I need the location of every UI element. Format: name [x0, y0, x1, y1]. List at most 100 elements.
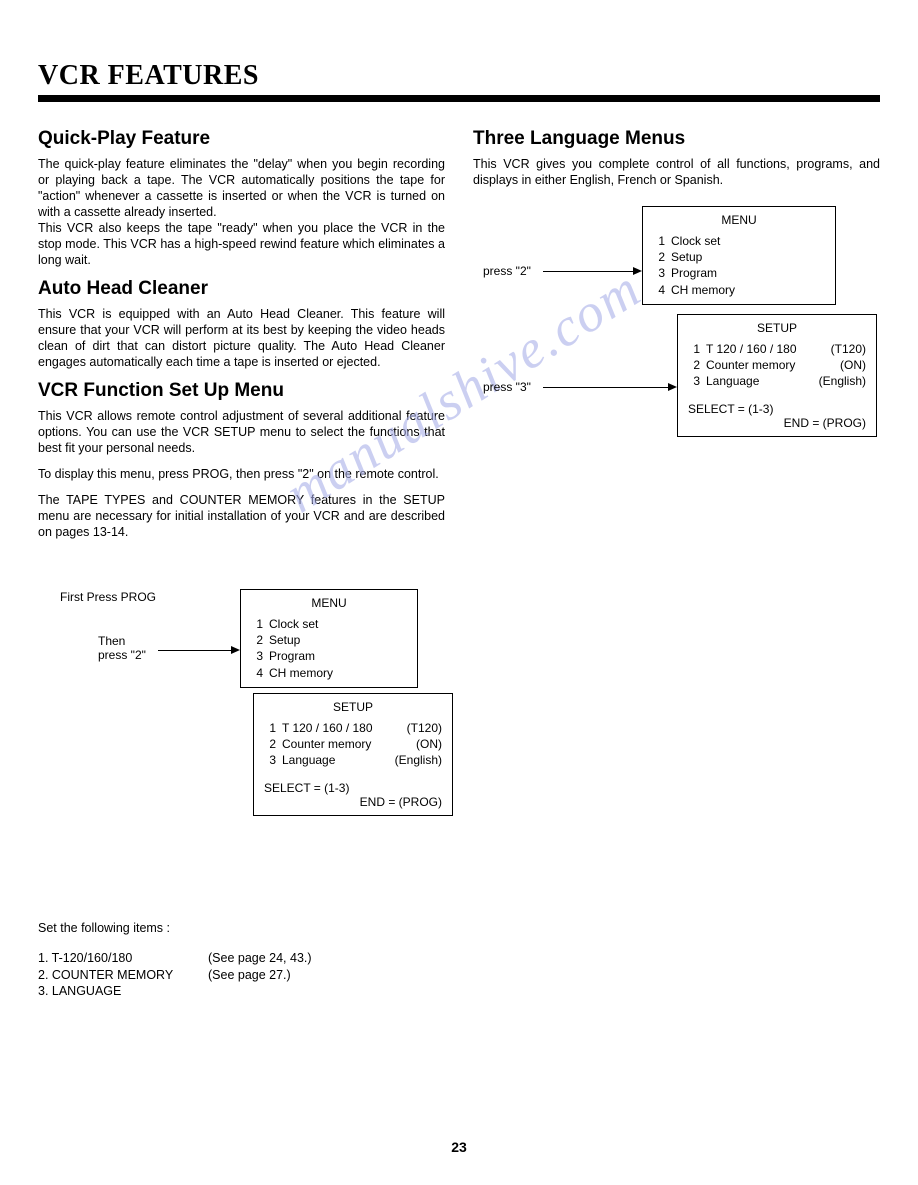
menu-num: 3	[653, 265, 671, 281]
menu-num: 1	[653, 233, 671, 249]
menu-label: Setup	[671, 249, 825, 265]
set-items-heading: Set the following items :	[38, 920, 445, 936]
setup-num: 1	[688, 341, 706, 357]
setup-val: (T120)	[407, 720, 442, 736]
setup-box-left: SETUP 1T 120 / 160 / 180(T120) 2Counter …	[253, 693, 453, 816]
setup-label: T 120 / 160 / 180	[706, 341, 831, 357]
paragraph-auto-head: This VCR is equipped with an Auto Head C…	[38, 306, 445, 370]
set-item-row: 3. LANGUAGE	[38, 983, 445, 999]
label-then-2: press "2"	[98, 648, 146, 662]
main-columns: Quick-Play Feature The quick-play featur…	[38, 120, 880, 999]
menu-row: 4CH memory	[251, 665, 407, 681]
menu-row: 3Program	[251, 648, 407, 664]
setup-row: 1T 120 / 160 / 180(T120)	[688, 341, 866, 357]
heading-languages: Three Language Menus	[473, 128, 880, 150]
setup-num: 2	[264, 736, 282, 752]
menu-row: 2Setup	[653, 249, 825, 265]
setup-label: Counter memory	[282, 736, 416, 752]
arrow-line-r1	[543, 271, 633, 272]
setup-label: Language	[282, 752, 395, 768]
set-item-label: 1. T-120/160/180	[38, 950, 208, 966]
setup-row: 2Counter memory(ON)	[688, 357, 866, 373]
page-number: 23	[0, 1139, 918, 1155]
set-item-page: (See page 27.)	[208, 967, 291, 983]
menu-label: CH memory	[269, 665, 407, 681]
label-then-1: Then	[98, 634, 125, 648]
setup-box-title-r: SETUP	[688, 321, 866, 335]
arrow-head-r2	[668, 383, 677, 391]
paragraph-setup-3: The TAPE TYPES and COUNTER MEMORY featur…	[38, 492, 445, 540]
setup-footer-select: SELECT = (1-3)	[264, 781, 442, 795]
set-item-label: 2. COUNTER MEMORY	[38, 967, 208, 983]
menu-num: 4	[251, 665, 269, 681]
menu-label: Program	[269, 648, 407, 664]
left-diagram: First Press PROG Then press "2" MENU 1Cl…	[38, 590, 445, 920]
set-items-block: Set the following items : 1. T-120/160/1…	[38, 920, 445, 999]
setup-val: (English)	[819, 373, 866, 389]
set-item-label: 3. LANGUAGE	[38, 983, 208, 999]
label-first-press: First Press PROG	[60, 590, 156, 604]
setup-val: (T120)	[831, 341, 866, 357]
setup-row: 3Language(English)	[264, 752, 442, 768]
paragraph-quick-play-1: The quick-play feature eliminates the "d…	[38, 156, 445, 220]
setup-num: 1	[264, 720, 282, 736]
title-rule	[38, 95, 880, 102]
menu-row: 1Clock set	[251, 616, 407, 632]
menu-box-left: MENU 1Clock set 2Setup 3Program 4CH memo…	[240, 589, 418, 688]
right-diagram: press "2" press "3" MENU 1Clock set 2Set…	[473, 206, 880, 466]
arrow-line-r2	[543, 387, 668, 388]
right-column: Three Language Menus This VCR gives you …	[473, 120, 880, 999]
menu-num: 2	[251, 632, 269, 648]
setup-label: Counter memory	[706, 357, 840, 373]
menu-label: CH memory	[671, 282, 825, 298]
setup-num: 2	[688, 357, 706, 373]
setup-box-right: SETUP 1T 120 / 160 / 180(T120) 2Counter …	[677, 314, 877, 437]
arrow-head-r1	[633, 267, 642, 275]
set-item-row: 2. COUNTER MEMORY (See page 27.)	[38, 967, 445, 983]
menu-label: Program	[671, 265, 825, 281]
left-column: Quick-Play Feature The quick-play featur…	[38, 120, 445, 999]
menu-num: 4	[653, 282, 671, 298]
menu-num: 3	[251, 648, 269, 664]
heading-setup-menu: VCR Function Set Up Menu	[38, 380, 445, 402]
menu-label: Clock set	[269, 616, 407, 632]
setup-row: 3Language(English)	[688, 373, 866, 389]
menu-num: 2	[653, 249, 671, 265]
menu-row: 1Clock set	[653, 233, 825, 249]
paragraph-languages: This VCR gives you complete control of a…	[473, 156, 880, 188]
page-title: VCR FEATURES	[38, 60, 880, 95]
set-item-row: 1. T-120/160/180 (See page 24, 43.)	[38, 950, 445, 966]
paragraph-quick-play-2: This VCR also keeps the tape "ready" whe…	[38, 220, 445, 268]
setup-val: (ON)	[840, 357, 866, 373]
setup-footer-end-r: END = (PROG)	[688, 416, 866, 430]
setup-num: 3	[688, 373, 706, 389]
menu-box-right: MENU 1Clock set 2Setup 3Program 4CH memo…	[642, 206, 836, 305]
menu-num: 1	[251, 616, 269, 632]
setup-row: 2Counter memory(ON)	[264, 736, 442, 752]
setup-label: T 120 / 160 / 180	[282, 720, 407, 736]
setup-label: Language	[706, 373, 819, 389]
menu-label: Clock set	[671, 233, 825, 249]
heading-quick-play: Quick-Play Feature	[38, 128, 445, 150]
menu-box-title: MENU	[251, 596, 407, 610]
menu-row: 2Setup	[251, 632, 407, 648]
setup-val: (ON)	[416, 736, 442, 752]
set-item-page: (See page 24, 43.)	[208, 950, 312, 966]
label-press-2: press "2"	[483, 264, 531, 278]
menu-box-title-r: MENU	[653, 213, 825, 227]
arrow-line-1	[158, 650, 231, 651]
paragraph-setup-1: This VCR allows remote control adjustmen…	[38, 408, 445, 456]
setup-row: 1T 120 / 160 / 180(T120)	[264, 720, 442, 736]
heading-auto-head: Auto Head Cleaner	[38, 278, 445, 300]
menu-label: Setup	[269, 632, 407, 648]
setup-num: 3	[264, 752, 282, 768]
menu-row: 4CH memory	[653, 282, 825, 298]
setup-footer-select-r: SELECT = (1-3)	[688, 402, 866, 416]
paragraph-setup-2: To display this menu, press PROG, then p…	[38, 466, 445, 482]
menu-row: 3Program	[653, 265, 825, 281]
arrow-head-1	[231, 646, 240, 654]
setup-box-title: SETUP	[264, 700, 442, 714]
setup-footer-end: END = (PROG)	[264, 795, 442, 809]
setup-val: (English)	[395, 752, 442, 768]
label-press-3: press "3"	[483, 380, 531, 394]
